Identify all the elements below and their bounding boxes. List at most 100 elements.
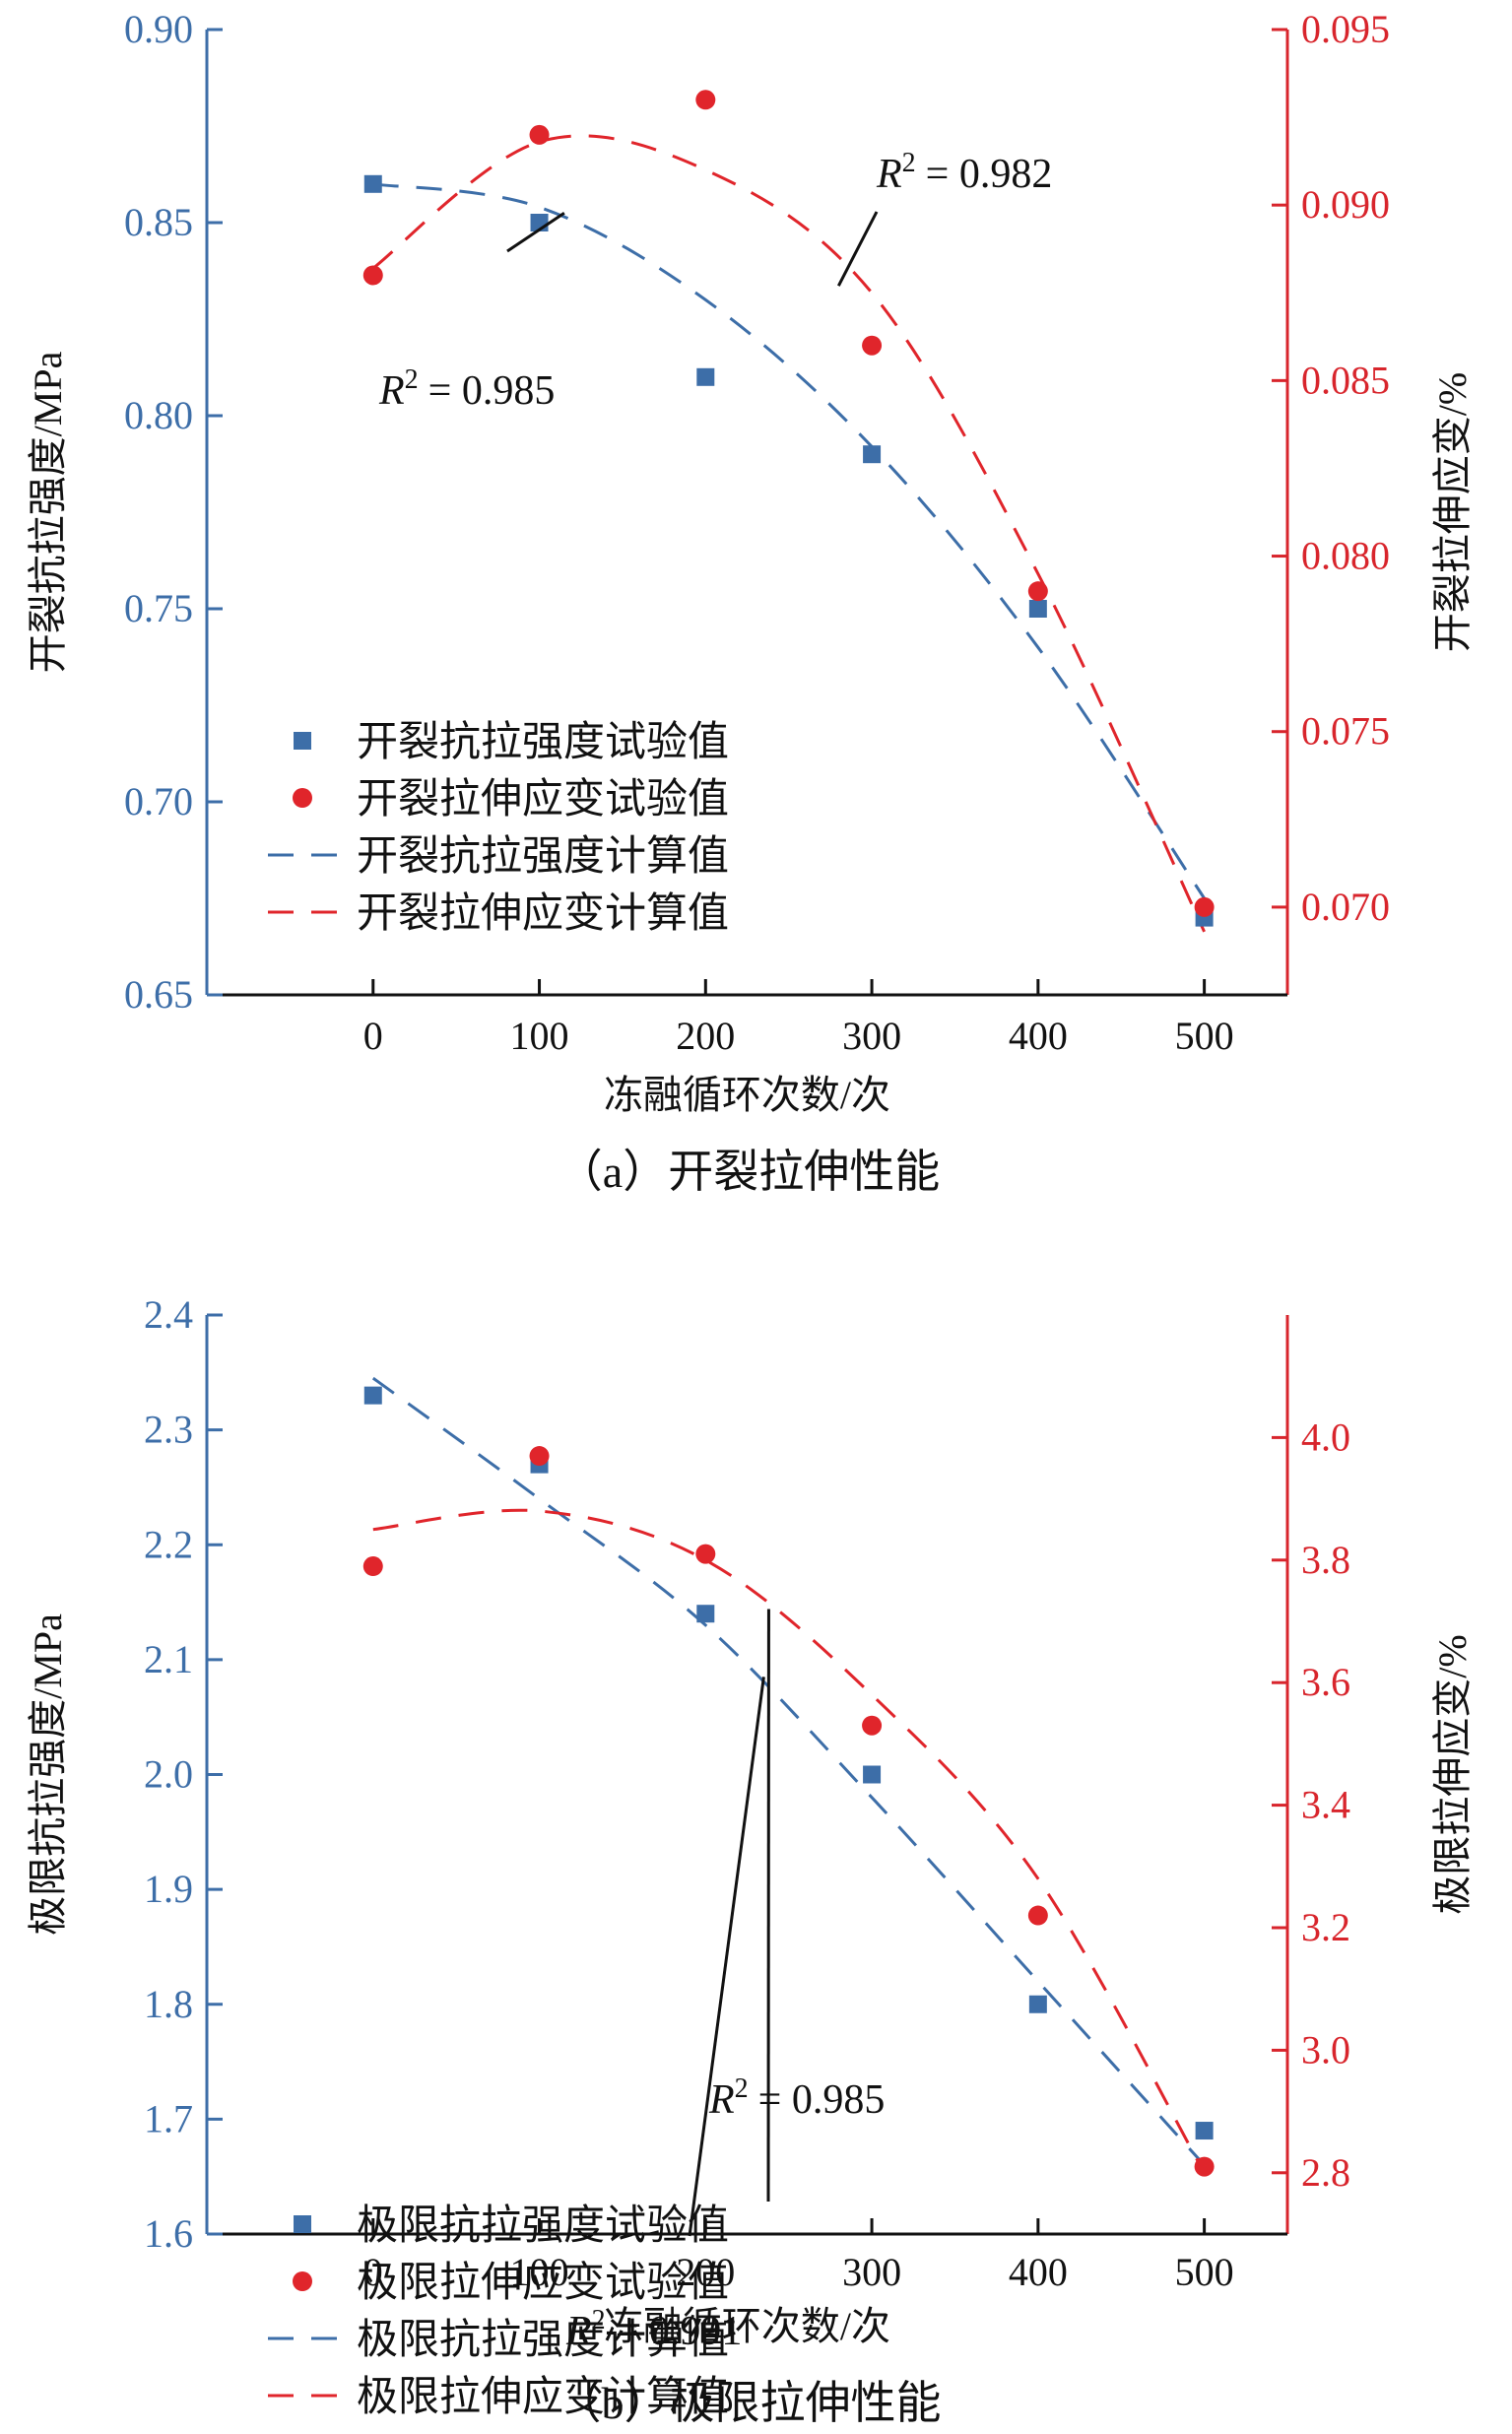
x-tick-label: 400	[1009, 1014, 1068, 1058]
data-point-square	[863, 1765, 882, 1784]
r2-value: = 0.985	[758, 2077, 886, 2123]
right-tick-label: 4.0	[1301, 1414, 1350, 1459]
x-tick-label: 300	[842, 1014, 901, 1058]
left-tick-label: 2.2	[144, 1522, 193, 1566]
r2-value: = 0.991	[616, 2309, 743, 2354]
data-point-circle	[362, 1556, 383, 1577]
x-tick-label: 200	[676, 2250, 735, 2294]
data-point-square	[1195, 2122, 1214, 2140]
r2-superscript: 2	[735, 2073, 749, 2104]
r2-leader-line	[688, 1677, 765, 2237]
legend-symbol-square	[294, 2215, 311, 2233]
left-tick-label: 0.90	[124, 7, 193, 51]
data-point-circle	[695, 90, 716, 110]
r2-annotation: R2 = 0.985	[378, 364, 555, 414]
legend-symbol-circle	[293, 788, 312, 808]
chart-panel-b: 1.6 1.7 1.8 1.9 2.0 2.1 2.2 2.3 2.4 2.8 3.0 3.2 3.4 3…	[0, 1217, 1512, 2433]
x-tick-label: 0	[363, 2250, 383, 2294]
fitted-curve-strength	[372, 182, 1206, 899]
data-point-circle	[695, 1544, 716, 1564]
data-point-square	[696, 1605, 715, 1623]
left-tick-label: 0.65	[124, 972, 193, 1017]
left-tick-label: 1.6	[144, 2211, 193, 2256]
legend-label: 开裂抗拉强度计算值	[357, 833, 729, 880]
figure-caption: （a）开裂拉伸性能	[558, 1147, 940, 1197]
left-tick-label: 2.0	[144, 1752, 193, 1797]
x-tick-label: 300	[842, 2250, 901, 2294]
r2-leader-line	[506, 211, 565, 253]
r2-symbol: R	[876, 152, 902, 197]
data-point-circle	[1194, 2156, 1215, 2177]
x-axis-title: 冻融循环次数/次	[604, 2304, 890, 2348]
x-tick-label: 200	[676, 1014, 735, 1058]
right-tick-label: 2.8	[1301, 2150, 1350, 2195]
x-tick-label: 100	[510, 1014, 569, 1058]
data-point-circle	[362, 265, 383, 286]
r2-annotation: R2 = 0.985	[708, 2073, 885, 2123]
right-y-axis-title: 极限拉伸应变/%	[1430, 1634, 1475, 1914]
r2-superscript: 2	[405, 364, 419, 395]
left-tick-label: 2.1	[144, 1637, 193, 1681]
left-tick-label: 1.9	[144, 1867, 193, 1911]
right-tick-label: 3.4	[1301, 1783, 1350, 1827]
data-point-circle	[1027, 1905, 1048, 1926]
right-tick-label: 3.2	[1301, 1905, 1350, 1949]
data-point-square	[1028, 1995, 1047, 2013]
left-y-axis-title: 开裂抗拉强度/MPa	[26, 351, 70, 673]
legend-symbol-square	[294, 732, 311, 750]
x-tick-label: 500	[1175, 2250, 1234, 2294]
r2-annotation: R2 = 0.982	[876, 148, 1052, 197]
right-tick-label: 3.8	[1301, 1538, 1350, 1582]
legend-label: 极限拉伸应变计算值	[357, 2374, 729, 2420]
right-tick-label: 0.090	[1301, 182, 1390, 227]
left-y-axis-title: 极限抗拉强度/MPa	[26, 1613, 70, 1936]
left-tick-label: 0.85	[124, 200, 193, 244]
legend-label: 开裂拉伸应变试验值	[357, 776, 729, 822]
right-tick-label: 0.075	[1301, 709, 1390, 754]
fitted-curve-strain	[371, 134, 1206, 933]
left-tick-label: 0.80	[124, 393, 193, 437]
chart-b-svg: 1.6 1.7 1.8 1.9 2.0 2.1 2.2 2.3 2.4 2.8 3.0 3.2 3.4 3…	[26, 1292, 1475, 2428]
data-point-circle	[1027, 581, 1048, 602]
data-point-square	[363, 1386, 382, 1405]
data-point-square	[863, 445, 882, 464]
data-point-circle	[1194, 896, 1215, 917]
r2-symbol: R	[565, 2309, 592, 2354]
right-y-axis-title: 开裂拉伸应变/%	[1430, 372, 1475, 652]
left-tick-label: 0.75	[124, 586, 193, 630]
chart-a-svg: 0.65 0.70 0.75 0.80 0.85 0.90 0.070 0.075 0.080 0…	[26, 7, 1475, 1197]
r2-superscript: 2	[592, 2305, 606, 2335]
left-tick-label: 2.4	[144, 1292, 193, 1337]
right-tick-label: 0.095	[1301, 7, 1390, 51]
data-point-square	[363, 174, 382, 193]
legend-label: 极限拉伸应变试验值	[357, 2260, 729, 2306]
left-tick-label: 1.7	[144, 2096, 193, 2140]
r2-superscript: 2	[902, 148, 916, 178]
data-point-square	[696, 367, 715, 386]
r2-value: = 0.982	[926, 152, 1053, 197]
legend-label: 极限抗拉强度试验值	[357, 2203, 729, 2249]
x-tick-label: 0	[363, 1014, 383, 1058]
data-point-circle	[862, 335, 883, 356]
data-point-circle	[862, 1715, 883, 1736]
right-tick-label: 0.085	[1301, 358, 1390, 402]
x-tick-label: 500	[1175, 1014, 1234, 1058]
r2-value: = 0.985	[428, 368, 556, 414]
fitted-curve-strength	[371, 1376, 1206, 2167]
legend-label: 开裂拉伸应变计算值	[357, 890, 729, 937]
r2-annotation: R2 = 0.991	[565, 2305, 742, 2354]
x-tick-label: 100	[510, 2250, 569, 2294]
right-tick-label: 0.080	[1301, 534, 1390, 578]
left-tick-label: 1.8	[144, 1982, 193, 2026]
r2-leader-line	[836, 211, 879, 287]
left-tick-label: 0.70	[124, 779, 193, 823]
right-tick-label: 0.070	[1301, 885, 1390, 929]
legend-label: 极限抗拉强度计算值	[357, 2317, 729, 2363]
r2-symbol: R	[378, 368, 405, 414]
x-tick-label: 400	[1009, 2250, 1068, 2294]
x-axis-title: 冻融循环次数/次	[604, 1073, 890, 1117]
right-tick-label: 3.6	[1301, 1660, 1350, 1704]
chart-panel-a: 0.65 0.70 0.75 0.80 0.85 0.90 0.070 0.075 0.080 0…	[26, 7, 1475, 1197]
left-tick-label: 2.3	[144, 1408, 193, 1452]
data-point-circle	[529, 1446, 550, 1467]
